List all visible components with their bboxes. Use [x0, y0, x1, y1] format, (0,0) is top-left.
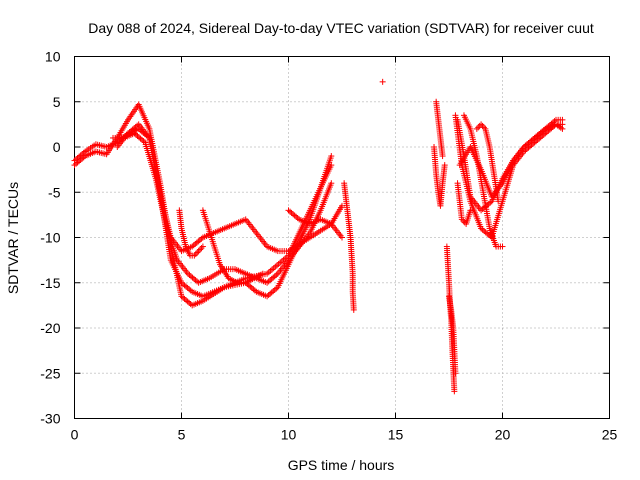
- data-point: [452, 370, 459, 377]
- data-point: [478, 121, 485, 128]
- data-point: [495, 198, 502, 205]
- x-tick-label: 0: [71, 427, 79, 443]
- data-point: [328, 153, 335, 160]
- x-tick-label: 20: [495, 427, 511, 443]
- data-point: [499, 243, 506, 250]
- data-point: [441, 162, 448, 169]
- data-point: [475, 124, 482, 131]
- data-point: [197, 246, 204, 253]
- x-tick-label: 25: [602, 427, 618, 443]
- x-tick-label: 5: [178, 427, 186, 443]
- data-point: [451, 388, 458, 395]
- data-markers: [71, 78, 566, 395]
- data-point: [439, 153, 446, 160]
- data-point: [192, 251, 199, 258]
- y-tick-label: -30: [40, 411, 60, 427]
- axis-ticks: 0 5 10 15 20 25 -30 -25 -20 -15 -10 -5 0 5 10: [40, 49, 617, 443]
- y-tick-label: 0: [53, 139, 61, 155]
- data-point: [467, 207, 474, 214]
- data-point: [328, 162, 335, 169]
- y-tick-label: -25: [40, 365, 60, 381]
- data-point: [479, 122, 486, 129]
- y-tick-label: 10: [45, 49, 61, 65]
- data-point: [339, 202, 345, 209]
- y-tick-label: -15: [40, 275, 60, 291]
- data-point: [379, 78, 386, 85]
- data-point: [339, 234, 345, 241]
- data-point: [559, 125, 566, 132]
- data-point: [559, 116, 566, 123]
- x-tick-label: 10: [281, 427, 297, 443]
- data-point: [473, 125, 480, 132]
- y-axis-label: SDTVAR / TECUs: [5, 182, 21, 294]
- grid: [74, 56, 610, 419]
- data-point: [350, 306, 357, 313]
- y-tick-label: -20: [40, 320, 60, 336]
- data-point: [194, 249, 201, 256]
- y-tick-label: 5: [53, 94, 61, 110]
- chart-title: Day 088 of 2024, Sidereal Day-to-day VTE…: [88, 20, 594, 36]
- data-point: [328, 180, 335, 187]
- data-point: [195, 248, 202, 255]
- y-tick-label: -10: [40, 230, 60, 246]
- y-tick-label: -5: [48, 184, 61, 200]
- x-axis-label: GPS time / hours: [288, 457, 395, 473]
- data-point: [198, 245, 205, 252]
- x-tick-label: 15: [388, 427, 404, 443]
- data-point: [199, 243, 206, 250]
- data-point: [259, 270, 266, 277]
